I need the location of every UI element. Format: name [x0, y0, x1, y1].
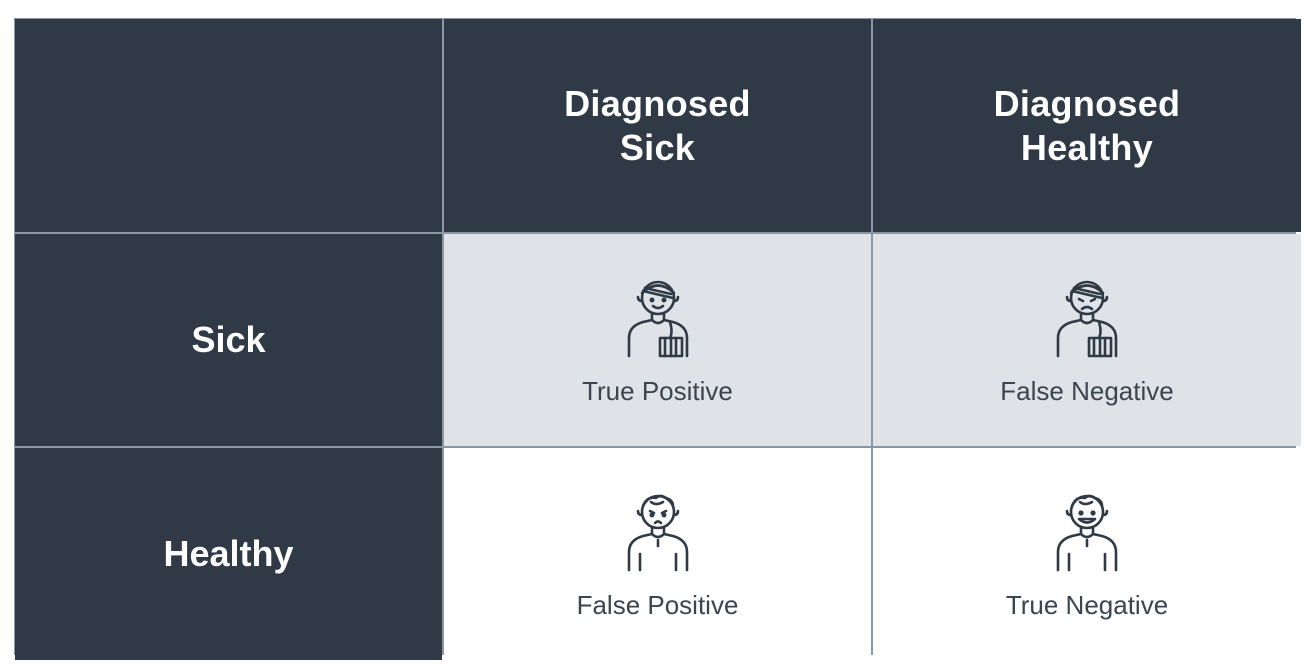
healthy-person-worried-icon [623, 488, 693, 572]
cell-true-negative: True Negative [873, 448, 1301, 660]
true-positive-label: True Positive [582, 375, 733, 406]
row-header-sick: Sick [15, 234, 442, 446]
header-diagnosed-healthy-label: Diagnosed Healthy [993, 82, 1181, 168]
cell-true-positive: True Positive [444, 234, 871, 446]
false-negative-label: False Negative [1000, 375, 1174, 406]
row-header-healthy-label: Healthy [163, 533, 294, 574]
sick-patient-smile-icon [623, 274, 693, 358]
header-diagnosed-healthy: Diagnosed Healthy [873, 19, 1301, 232]
header-diagnosed-sick-label: Diagnosed Sick [564, 82, 751, 168]
cell-false-positive: False Positive [444, 448, 871, 660]
row-header-sick-label: Sick [191, 319, 266, 360]
false-positive-label: False Positive [576, 589, 739, 620]
corner-cell [15, 19, 442, 232]
header-diagnosed-sick: Diagnosed Sick [444, 19, 871, 232]
sick-patient-sad-icon [1052, 274, 1122, 358]
cell-false-negative: False Negative [873, 234, 1301, 446]
true-negative-label: True Negative [1005, 589, 1169, 620]
row-header-healthy: Healthy [15, 448, 442, 660]
healthy-person-happy-icon [1052, 488, 1122, 572]
confusion-matrix: Diagnosed Sick Diagnosed Healthy Sick [14, 18, 1301, 660]
